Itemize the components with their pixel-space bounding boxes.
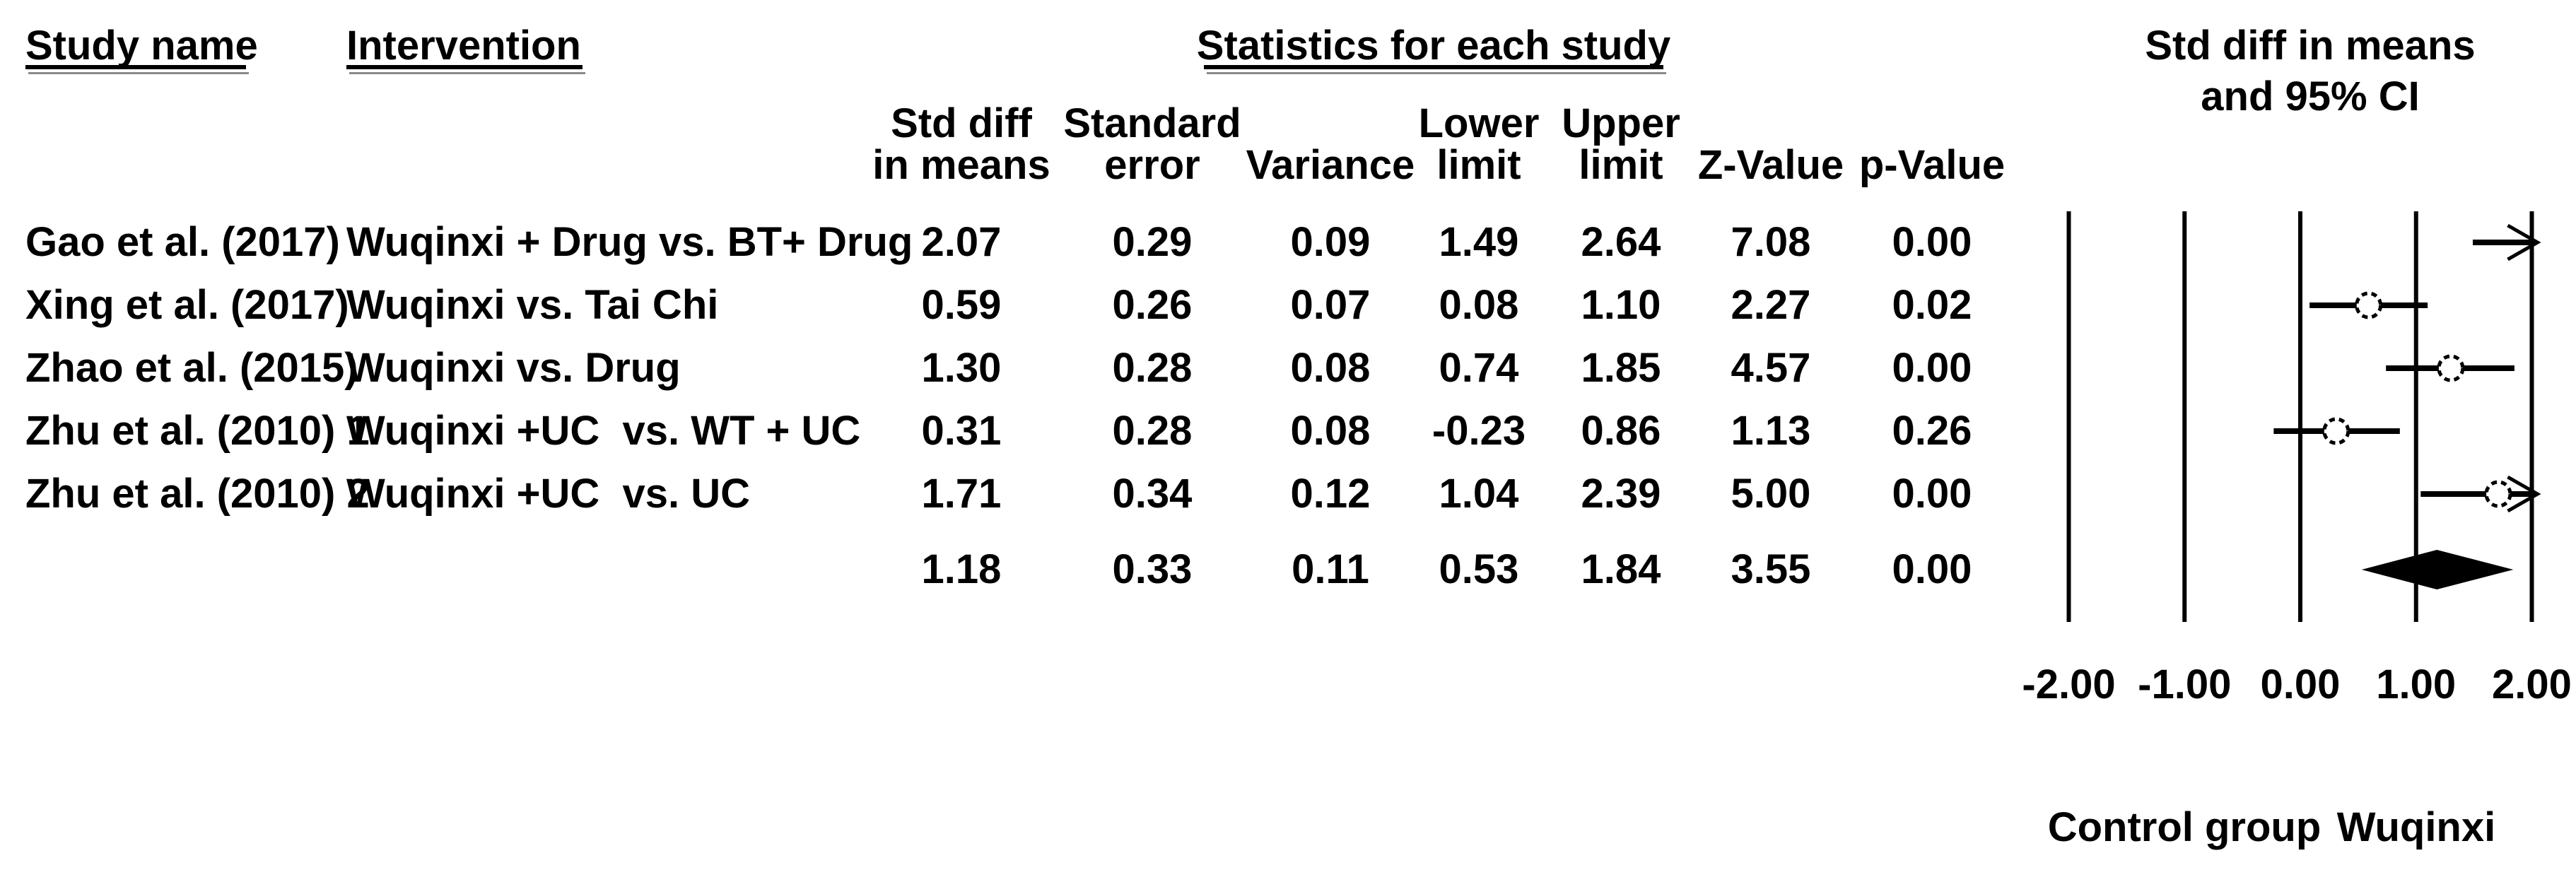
col-header-upper-limit-line2: limit xyxy=(1579,142,1663,188)
stat-value-cell: 1.49 xyxy=(1439,219,1519,265)
stat-value-cell: -0.23 xyxy=(1432,408,1526,454)
point-estimate-marker xyxy=(2437,354,2465,382)
stat-value-cell: 4.57 xyxy=(1731,345,1811,391)
col-header-std-diff-line1: Std diff xyxy=(891,100,1032,146)
stat-value-cell: 1.71 xyxy=(921,471,1002,517)
stat-value-cell: 1.13 xyxy=(1731,408,1811,454)
study-name-underline xyxy=(25,65,246,69)
statistics-underline xyxy=(1204,65,1663,69)
favours-control-label: Control group xyxy=(2047,804,2322,850)
study-name-cell: Gao et al. (2017) xyxy=(25,219,340,265)
stat-value-cell: 2.64 xyxy=(1581,219,1661,265)
study-name-underline-shadow xyxy=(28,72,249,74)
stat-value-cell: 5.00 xyxy=(1731,471,1811,517)
stat-value-cell: 1.84 xyxy=(1581,546,1661,592)
col-header-z-value: Z-Value xyxy=(1697,142,1844,188)
stat-value-cell: 0.28 xyxy=(1112,408,1193,454)
study-name-cell: Xing et al. (2017) xyxy=(25,282,349,328)
point-estimate-marker xyxy=(2484,480,2512,508)
stat-value-cell: 2.39 xyxy=(1581,471,1661,517)
favours-wuqinxi-label: Wuqinxi xyxy=(2336,804,2496,850)
stat-value-cell: 2.27 xyxy=(1731,282,1811,328)
intervention-header: Intervention xyxy=(346,23,581,69)
stat-value-cell: 0.09 xyxy=(1290,219,1371,265)
stat-value-cell: 0.08 xyxy=(1439,282,1519,328)
intervention-cell: Wuqinxi +UC vs. UC xyxy=(346,471,750,517)
stat-value-cell: 1.85 xyxy=(1581,345,1661,391)
stat-value-cell: 0.08 xyxy=(1290,408,1371,454)
stat-value-cell: 0.29 xyxy=(1112,219,1193,265)
stat-value-cell: 7.08 xyxy=(1731,219,1811,265)
point-estimate-marker xyxy=(2355,291,2383,319)
stat-value-cell: 3.55 xyxy=(1731,546,1811,592)
stat-value-cell: 0.11 xyxy=(1292,546,1369,592)
stat-value-cell: 0.00 xyxy=(1892,471,1972,517)
study-name-header: Study name xyxy=(25,23,258,69)
effect-size-header-line2: and 95% CI xyxy=(2201,74,2420,119)
intervention-cell: Wuqinxi vs. Tai Chi xyxy=(346,282,719,328)
study-name-cell: Zhao et al. (2015) xyxy=(25,345,358,391)
summary-diamond xyxy=(2361,550,2514,589)
stat-value-cell: 0.26 xyxy=(1892,408,1972,454)
statistics-underline-shadow xyxy=(1207,72,1666,74)
stat-value-cell: 0.26 xyxy=(1112,282,1193,328)
stat-value-cell: 0.07 xyxy=(1290,282,1371,328)
arrow-clipped-ci xyxy=(2507,223,2541,261)
stat-value-cell: 0.74 xyxy=(1439,345,1519,391)
stat-value-cell: 0.00 xyxy=(1892,345,1972,391)
arrow-clipped-ci xyxy=(2507,475,2541,513)
stat-value-cell: 0.31 xyxy=(921,408,1002,454)
x-tick-label: 1.00 xyxy=(2376,662,2457,707)
intervention-underline-shadow xyxy=(349,72,585,74)
stat-value-cell: 0.08 xyxy=(1290,345,1371,391)
stat-value-cell: 2.07 xyxy=(921,219,1002,265)
col-header-lower-limit-line2: limit xyxy=(1436,142,1521,188)
effect-size-header-line1: Std diff in means xyxy=(2145,23,2476,69)
stat-value-cell: 0.53 xyxy=(1439,546,1519,592)
intervention-cell: Wuqinxi + Drug vs. BT+ Drug xyxy=(346,219,913,265)
stat-value-cell: 0.33 xyxy=(1112,546,1193,592)
x-tick-label: 0.00 xyxy=(2260,662,2341,707)
intervention-cell: Wuqinxi vs. Drug xyxy=(346,345,681,391)
col-header-upper-limit-line1: Upper xyxy=(1562,100,1680,146)
study-name-cell: Zhu et al. (2010) 1 xyxy=(25,408,370,454)
point-estimate-marker xyxy=(2322,417,2350,445)
col-header-p-value: p-Value xyxy=(1858,142,2006,188)
stat-value-cell: 0.00 xyxy=(1892,546,1972,592)
x-tick-label: -1.00 xyxy=(2138,662,2232,707)
stat-value-cell: 0.12 xyxy=(1290,471,1371,517)
stat-value-cell: 1.04 xyxy=(1439,471,1519,517)
col-header-std-diff-line2: in means xyxy=(872,142,1050,188)
stat-value-cell: 1.18 xyxy=(921,546,1002,592)
intervention-underline xyxy=(346,65,582,69)
statistics-header: Statistics for each study xyxy=(1196,23,1671,69)
stat-value-cell: 0.28 xyxy=(1112,345,1193,391)
col-header-standard-error-line2: error xyxy=(1104,142,1200,188)
stat-value-cell: 1.10 xyxy=(1581,282,1661,328)
stat-value-cell: 0.59 xyxy=(921,282,1002,328)
stat-value-cell: 0.00 xyxy=(1892,219,1972,265)
col-header-lower-limit-line1: Lower xyxy=(1418,100,1540,146)
stat-value-cell: 0.34 xyxy=(1112,471,1193,517)
intervention-cell: Wuqinxi +UC vs. WT + UC xyxy=(346,408,861,454)
x-tick-label: 2.00 xyxy=(2492,662,2572,707)
stat-value-cell: 0.86 xyxy=(1581,408,1661,454)
col-header-standard-error-line1: Standard xyxy=(1063,100,1241,146)
x-tick-label: -2.00 xyxy=(2022,662,2116,707)
stat-value-cell: 0.02 xyxy=(1892,282,1972,328)
stat-value-cell: 1.30 xyxy=(921,345,1002,391)
col-header-variance: Variance xyxy=(1246,142,1415,188)
study-name-cell: Zhu et al. (2010) 2 xyxy=(25,471,370,517)
